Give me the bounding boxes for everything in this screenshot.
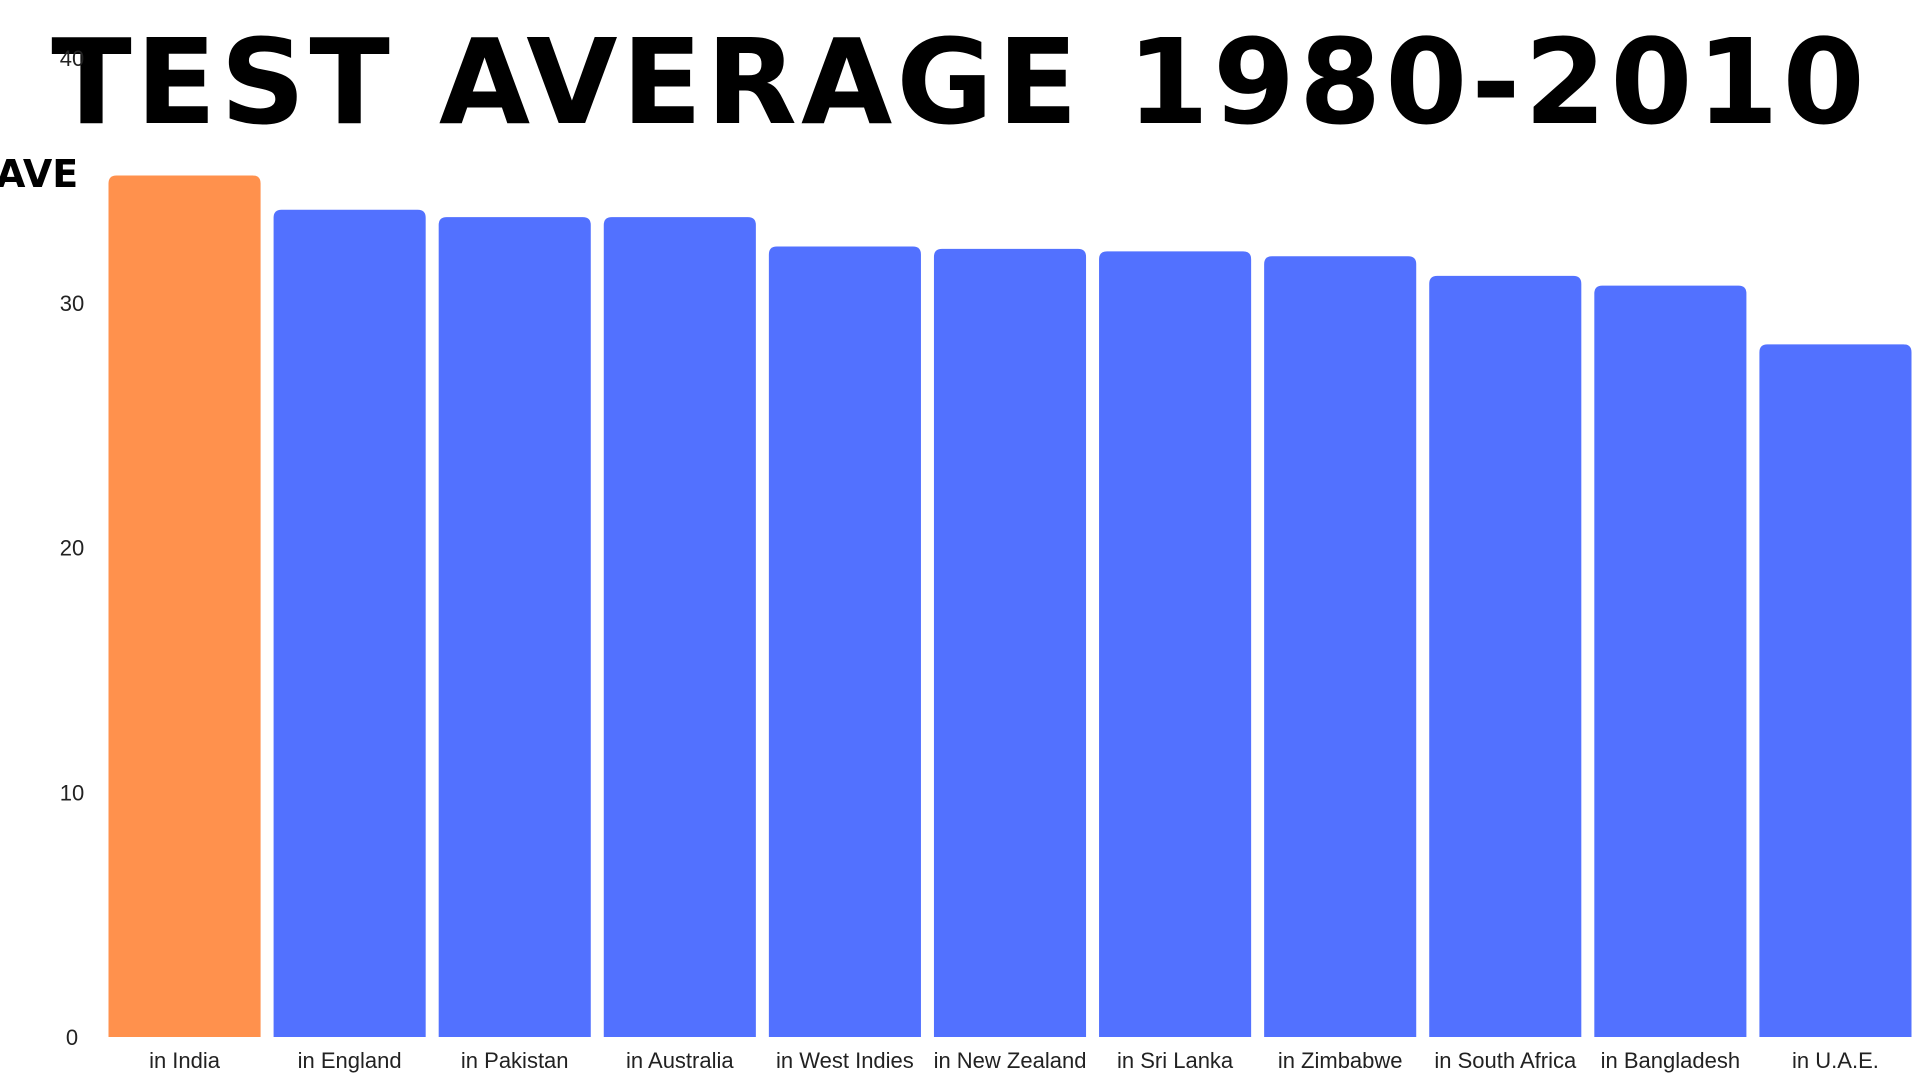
- y-tick-label: 20: [60, 536, 84, 561]
- x-category-label: in India: [149, 1048, 221, 1073]
- y-axis-label: AVE: [0, 152, 79, 196]
- x-category-label: in Zimbabwe: [1278, 1048, 1403, 1073]
- bar-in-india: [108, 175, 261, 1038]
- bar-in-west-indies: [768, 246, 921, 1037]
- bar-in-australia: [603, 217, 756, 1037]
- x-category-label: in Sri Lanka: [1117, 1048, 1234, 1073]
- x-category-label: in South Africa: [1434, 1048, 1577, 1073]
- bar-in-u-a-e: [1759, 344, 1912, 1037]
- x-category-label: in U.A.E.: [1792, 1048, 1879, 1073]
- bar-in-england: [273, 209, 426, 1037]
- x-category-label: in Australia: [626, 1048, 734, 1073]
- x-category-label: in New Zealand: [934, 1048, 1087, 1073]
- bar-in-zimbabwe: [1264, 256, 1417, 1037]
- y-tick-label: 40: [60, 46, 84, 71]
- x-category-label: in Bangladesh: [1601, 1048, 1740, 1073]
- y-tick-label: 10: [60, 780, 84, 805]
- x-axis-labels: in India in England in Pakistan in Australi…: [149, 1048, 1879, 1073]
- bar-in-new-zealand: [933, 248, 1087, 1037]
- y-axis-ticks: 0 10 20 30 40: [60, 46, 84, 1050]
- x-category-label: in Pakistan: [461, 1048, 569, 1073]
- bar-in-south-africa: [1429, 275, 1582, 1037]
- y-tick-label: 30: [60, 291, 84, 316]
- bar-in-sri-lanka: [1099, 251, 1252, 1038]
- y-tick-label: 0: [66, 1025, 78, 1050]
- bar-in-bangladesh: [1594, 285, 1747, 1037]
- x-category-label: in England: [298, 1048, 402, 1073]
- chart-title: TEST AVERAGE 1980-2010: [51, 13, 1869, 151]
- bars: [108, 175, 1912, 1038]
- bar-in-pakistan: [438, 217, 591, 1037]
- x-category-label: in West Indies: [776, 1048, 914, 1073]
